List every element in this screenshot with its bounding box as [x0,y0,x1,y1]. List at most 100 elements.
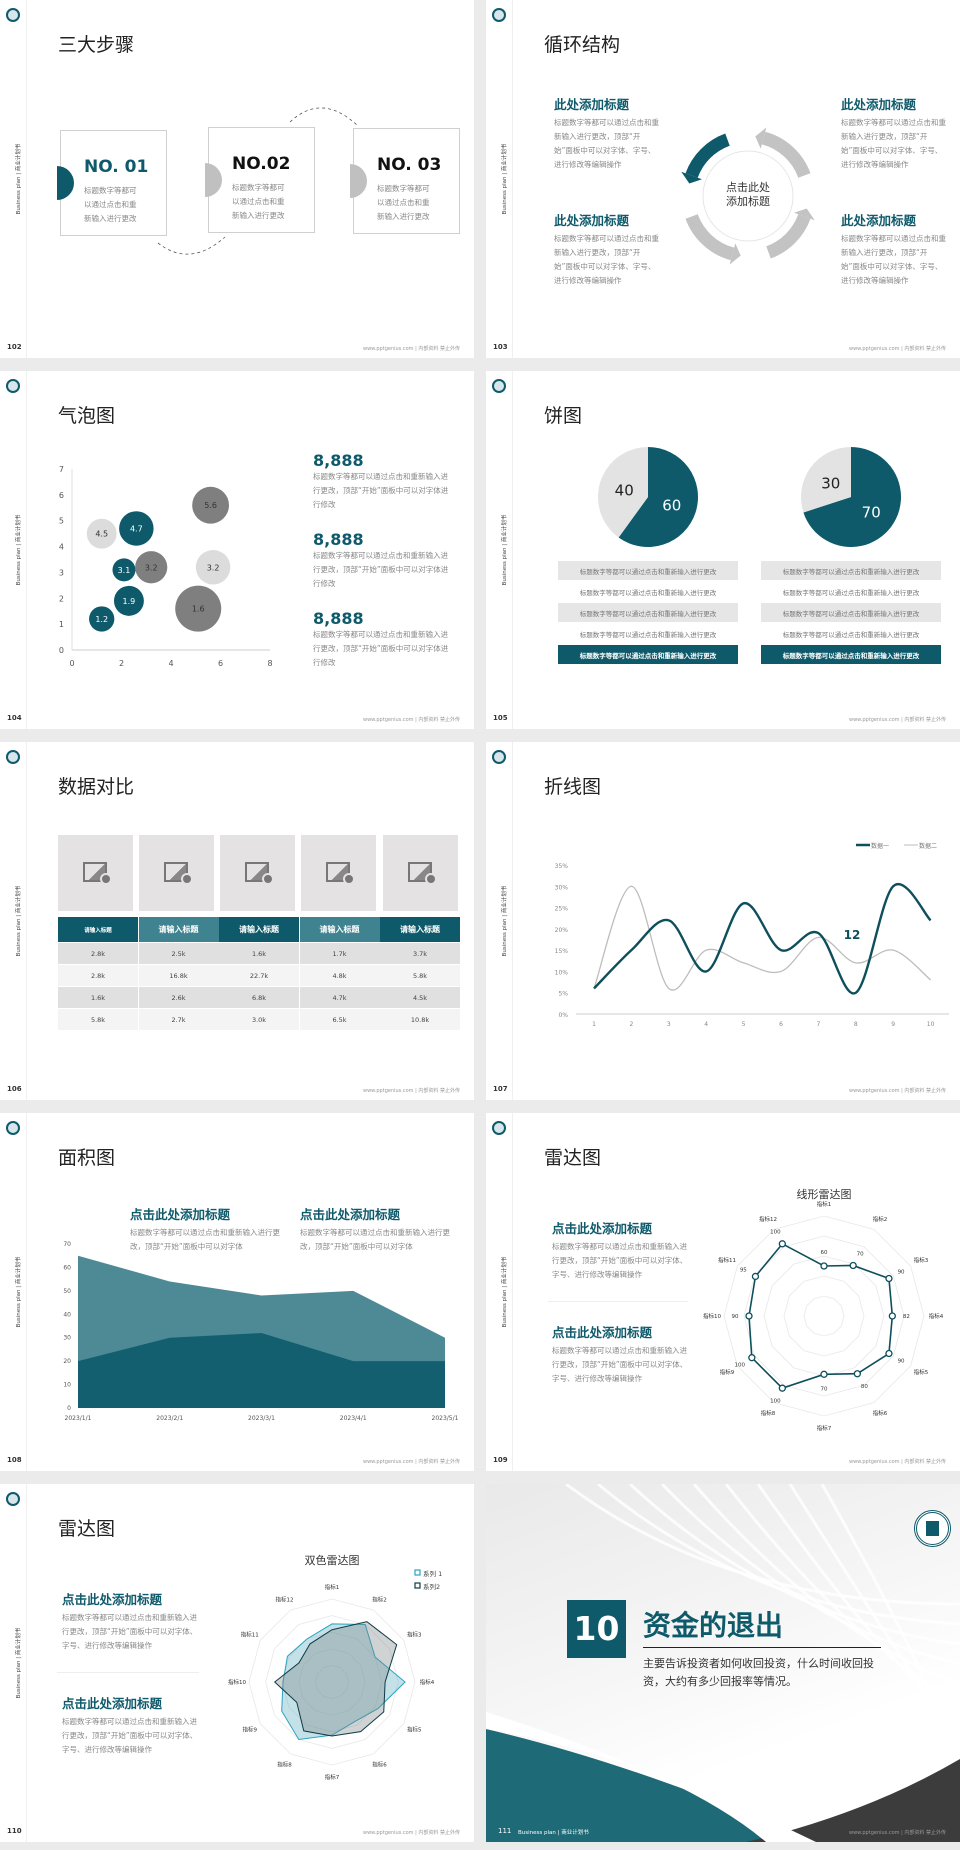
value-label: 90 [732,1314,739,1320]
bubble [112,558,136,582]
block-text: 标题数字等都可以通过点击和重新输入进行更改，顶部“开始”面板中可以对字体、字号、… [552,1346,688,1383]
value-label: 100 [734,1363,745,1369]
y-tick-label: 40 [63,1311,71,1318]
image-placeholder[interactable] [220,835,295,911]
footer-text: www.pptgenius.com | 内部资料 禁止外传 [848,1459,946,1465]
axis-label: 指标6 [372,1760,387,1768]
y-tick-label: 5 [59,517,64,526]
x-tick-label: 4 [168,659,173,668]
dashed-arrow [289,107,359,127]
stat-value: 8,888 [313,530,364,549]
plus-icon [181,873,193,885]
dark-wave [746,1759,960,1842]
y-tick-label: 60 [63,1264,71,1271]
table-cell: 1.7k [299,943,380,964]
step-text: 以通过点击和重 [84,200,137,209]
slide-title: 折线图 [544,776,602,798]
pie-slice [803,447,901,547]
logo-icon [6,1492,20,1506]
radar-point [745,1312,753,1320]
table-cell: 5.8k [380,965,460,986]
background-swoosh [756,1484,960,1726]
table-cell: 10.8k [380,1009,460,1030]
block-text: 标题数字等都可以通过点击和重新输入进行更改，顶部“开始”面板中可以对字体、字号、… [552,1242,688,1279]
table-cell: 2.6k [138,987,219,1008]
footer-text: www.pptgenius.com | 内部资料 禁止外传 [362,1459,460,1465]
image-placeholder[interactable] [301,835,376,911]
radar-point [849,1261,857,1270]
arrows [157,107,359,255]
slide-106[interactable]: 数据对比 Business plan | 商业计划书 106 www.pptgeniu… [0,742,474,1100]
sidebar-divider [512,742,513,1100]
legend-row: 标题数字等都可以通过点击和重新输入进行更改 [558,582,738,601]
table-header: 请输入标题 [380,917,460,942]
block-text: 标题数字等都可以通过点击和重新输入进行更改，顶部“开始”面板中可以对字体、字号、… [841,234,946,285]
radar-point [778,1384,786,1392]
background-swoosh [820,1484,960,1765]
university-logo [914,1510,951,1547]
table-cell: 1.6k [219,943,299,964]
x-tick-label: 7 [816,1021,820,1028]
axis-label: 指标6 [873,1409,888,1417]
image-placeholder[interactable] [58,835,133,911]
footer-text: www.pptgenius.com | 内部资料 禁止外传 [848,717,946,723]
axis-label: 指标3 [914,1256,929,1264]
slide-104[interactable]: 气泡图 Business plan | 商业计划书 104 www.pptgenius… [0,371,474,729]
block-text: 标题数字等都可以通过点击和重新输入进行更改，顶部“开始”面板中可以对字体、字号、… [841,118,946,169]
step-text: 以通过点击和重 [232,197,285,206]
bubble-label: 5.6 [204,501,217,510]
logo-icon [492,750,506,764]
page-number: 107 [493,1085,508,1093]
x-tick-label: 2023/1/1 [65,1415,92,1422]
table-cell: 2.8k [58,943,138,964]
slide-110[interactable]: 雷达图 Business plan | 商业计划书 110 www.pptgenius… [0,1484,474,1842]
logo-icon [492,8,506,22]
footer-text: www.pptgenius.com | 内部资料 禁止外传 [362,717,460,723]
text-block: 此处添加标题 标题数字等都可以通过点击和重新输入进行更改，顶部“开始”面板中可以对… [841,210,946,288]
page-number: 103 [493,343,508,351]
dashed-arrow [157,236,226,255]
image-placeholder[interactable] [383,835,458,911]
stat-text: 标题数字等都可以通过点击和重新输入进行更改，顶部“开始”面板中可以对字体进行修改 [313,630,449,667]
stat-value: 8,888 [313,609,364,628]
slide-108[interactable]: 面积图 Business plan | 商业计划书 108 www.pptgenius… [0,1113,474,1471]
block-title: 点击此处添加标题 [62,1696,163,1711]
background-swoosh [724,1484,960,1706]
value-label: 95 [740,1267,747,1273]
slide-109[interactable]: 雷达图 Business plan | 商业计划书 109 www.pptgenius… [486,1113,960,1471]
y-tick-label: 15% [555,948,569,955]
slide-105[interactable]: 饼图 Business plan | 商业计划书 105 www.pptgenius.… [486,371,960,729]
table-header: 请输入标题 [219,917,299,942]
text-block: 点击此处添加标题 标题数字等都可以通过点击和重新输入进行更改，顶部“开始”面板中可… [62,1693,202,1757]
footer-text: www.pptgenius.com | 内部资料 禁止外传 [362,346,460,352]
radar-point [748,1354,756,1362]
slide-102[interactable]: 三大步骤 Business plan | 商业计划书 102 www.pptgeniu… [0,0,474,358]
page-number: 104 [7,714,22,722]
y-tick-label: 0 [67,1405,71,1412]
page-number: 105 [493,714,508,722]
block-text: 标题数字等都可以通过点击和重新输入进行更改，顶部“开始”面板中可以对字体、字号、… [554,234,659,285]
table-header: 请输入标题 [58,917,138,942]
title-underline [643,1647,881,1648]
image-placeholder[interactable] [139,835,214,911]
value-label: 100 [770,1398,781,1404]
axis-label: 指标4 [420,1678,435,1686]
bubble [113,585,144,616]
slide-103[interactable]: 循环结构 Business plan | 商业计划书 103 www.pptgeniu… [486,0,960,358]
background-graphics [486,1484,960,1842]
page-number: 110 [7,1827,22,1835]
sidebar-divider [26,1484,27,1842]
logo-icon [6,379,20,393]
slide-title: 数据对比 [58,776,135,798]
slide-107[interactable]: 折线图 Business plan | 商业计划书 107 www.pptgenius… [486,742,960,1100]
bubble [86,518,117,549]
step-text: 新输入进行更改 [232,211,285,220]
axis-label: 指标7 [325,1773,340,1781]
step-text: 标题数字等都可 [84,186,137,195]
bubble [192,486,230,524]
stat-block: 8,888 标题数字等都可以通过点击和重新输入进行更改，顶部“开始”面板中可以对字… [313,609,451,670]
slide-111[interactable]: 10 资金的退出 主要告诉投资者如何收回投资，什么时间收回投资，大约有多少回报率等情… [486,1484,960,1842]
footer-text: www.pptgenius.com | 内部资料 禁止外传 [848,1088,946,1094]
legend-row: 标题数字等都可以通过点击和重新输入进行更改 [761,582,941,601]
x-tick-label: 1 [592,1021,596,1028]
